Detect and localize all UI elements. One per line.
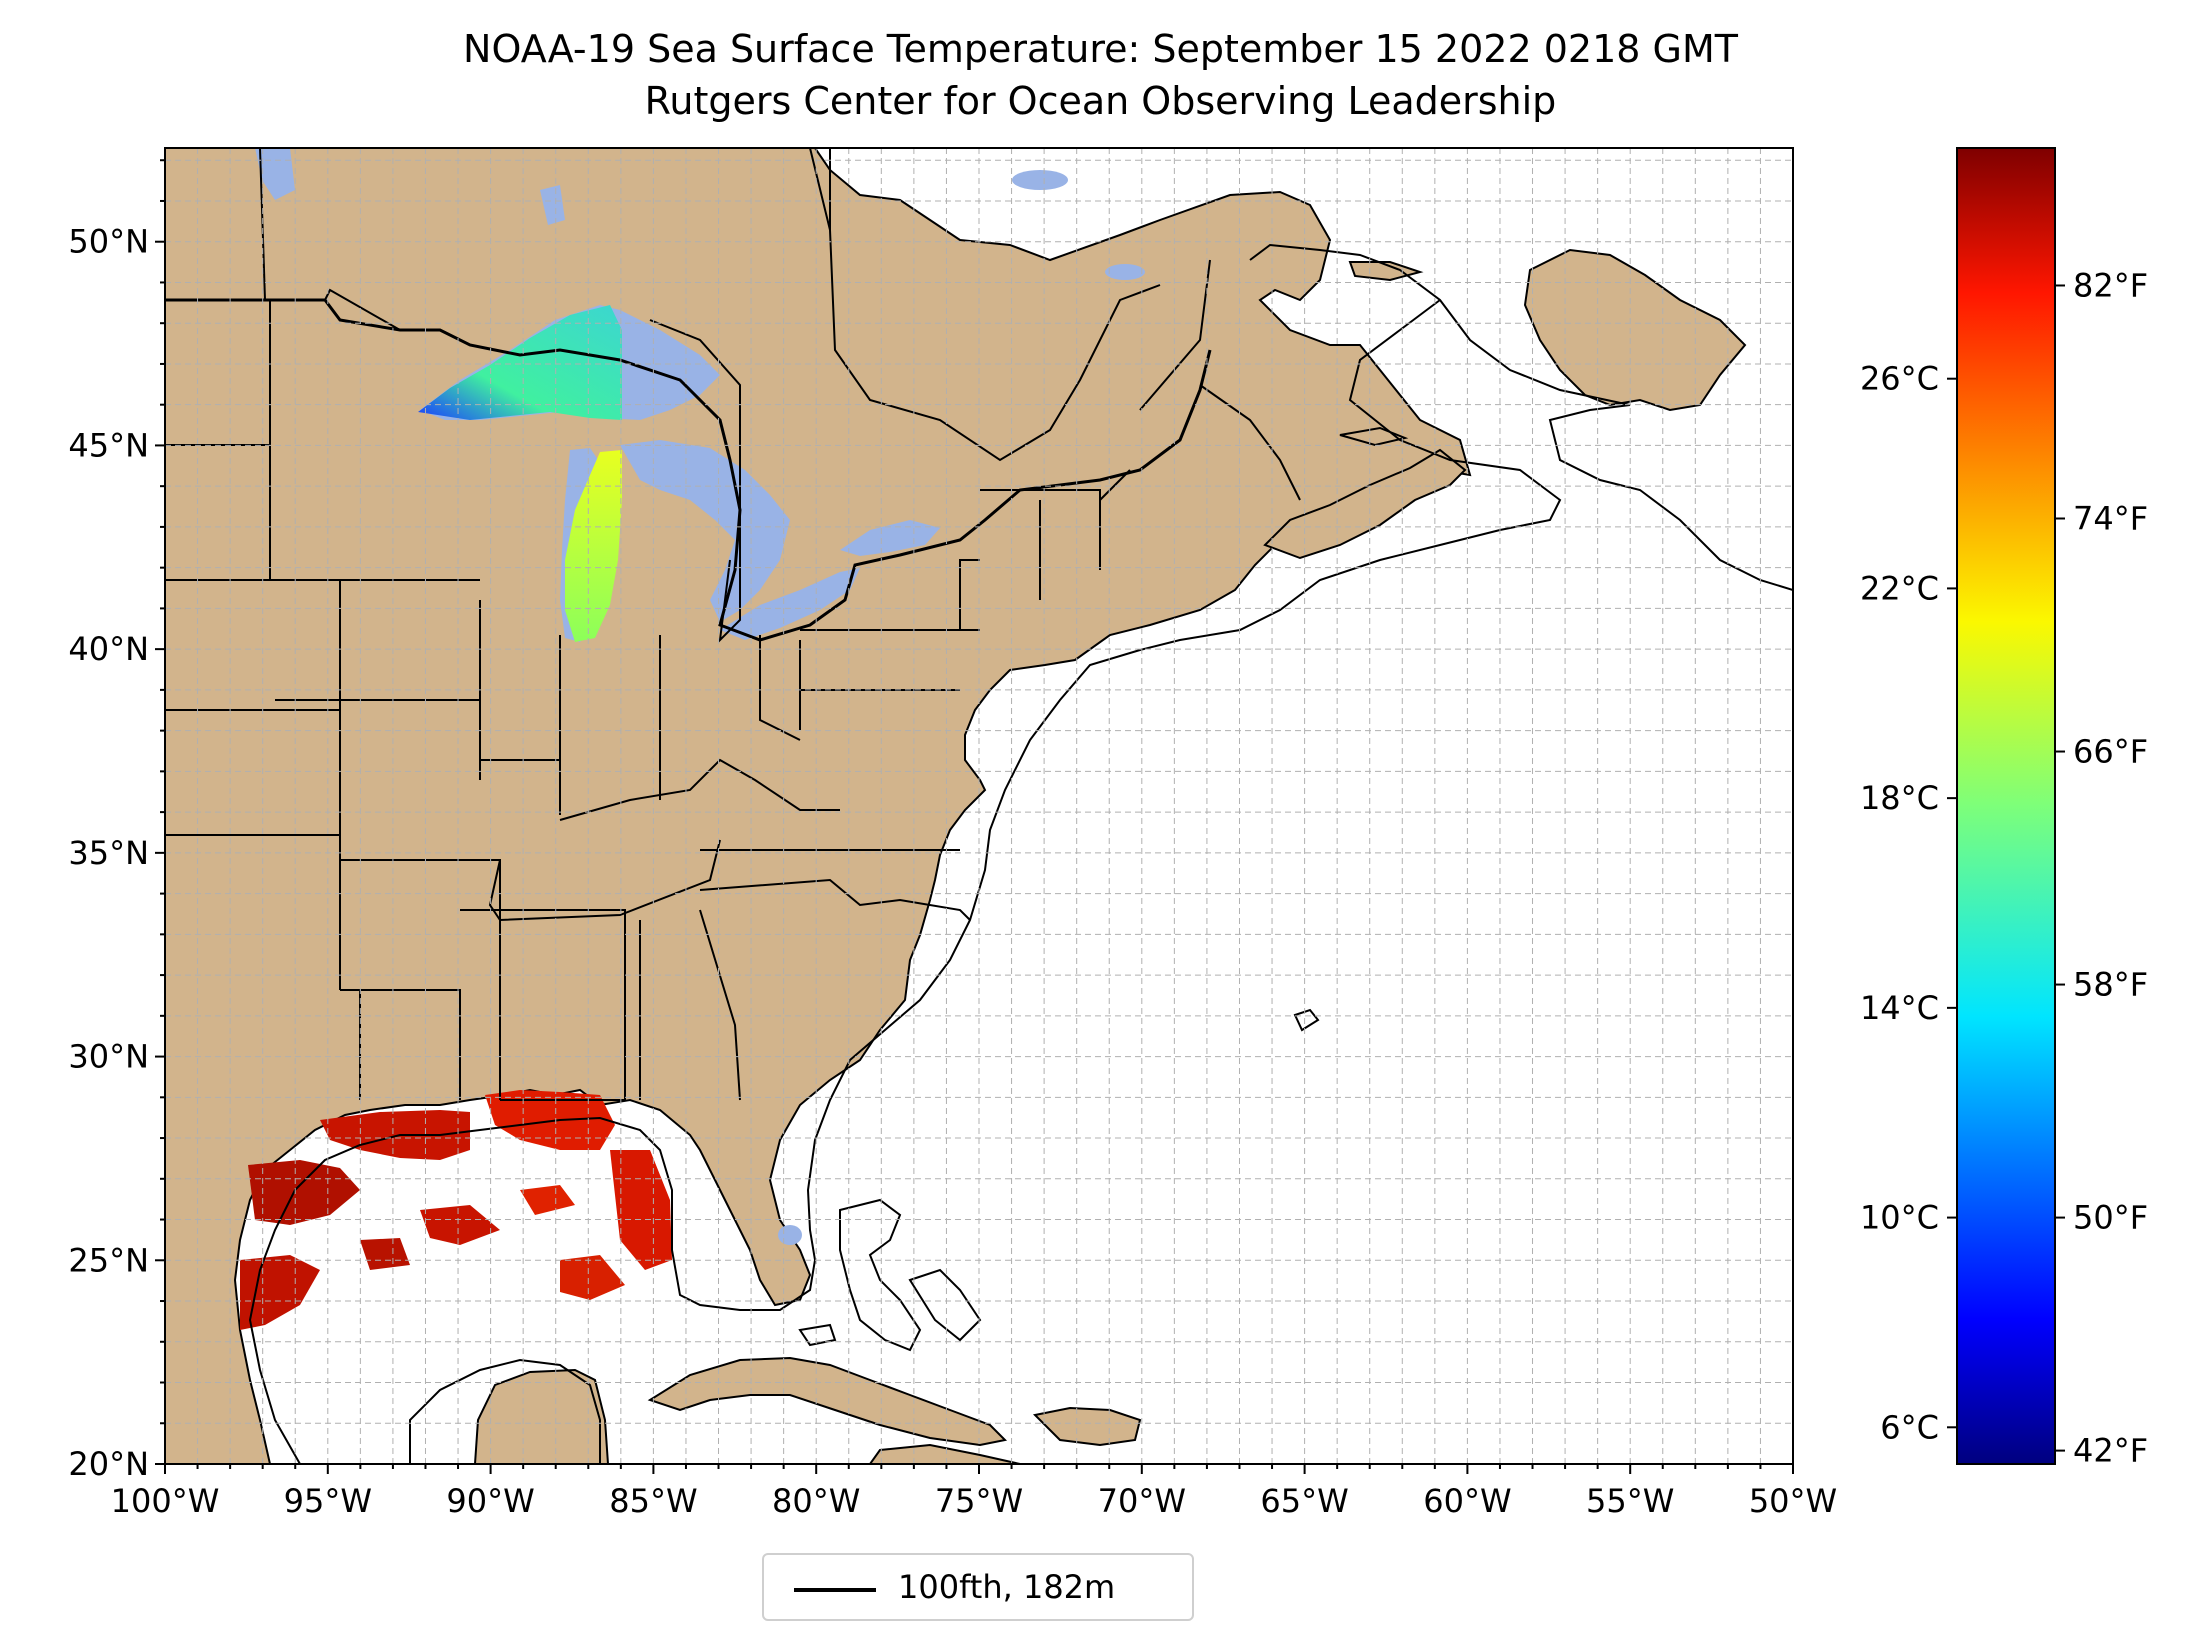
x-tick-label: 80°W bbox=[772, 1482, 860, 1520]
lake-nipigon bbox=[540, 185, 565, 225]
map-title: NOAA-19 Sea Surface Temperature: Septemb… bbox=[463, 27, 1738, 71]
international-border bbox=[165, 298, 1212, 642]
lake-michigan-sst bbox=[565, 450, 622, 642]
land-nova-scotia bbox=[1263, 448, 1467, 560]
legend: 100fth, 182m bbox=[762, 1553, 1194, 1621]
x-tick-label: 50°W bbox=[1749, 1482, 1837, 1520]
land-north-america bbox=[165, 148, 1472, 1464]
x-tick-label: 60°W bbox=[1423, 1482, 1511, 1520]
x-tick-label: 85°W bbox=[609, 1482, 697, 1520]
y-tick-label: 50°N bbox=[68, 223, 149, 261]
lake-okeechobee bbox=[778, 1225, 802, 1245]
colorbar-c-label: 14°C bbox=[1860, 989, 1939, 1027]
x-axis: 100°W 95°W 90°W 85°W 80°W 75°W 70°W 65°W 60°W 55°… bbox=[111, 1464, 1837, 1520]
colorbar-f-label: 74°F bbox=[2073, 500, 2148, 538]
lake-small bbox=[1012, 170, 1068, 190]
lake-small bbox=[1105, 264, 1145, 280]
x-tick-label: 70°W bbox=[1098, 1482, 1186, 1520]
x-tick-label: 90°W bbox=[446, 1482, 534, 1520]
y-tick-label: 30°N bbox=[68, 1038, 149, 1076]
x-tick-label: 95°W bbox=[284, 1482, 372, 1520]
legend-line-swatch bbox=[794, 1588, 876, 1592]
y-tick-label: 20°N bbox=[68, 1445, 149, 1483]
colorbar-c-label: 10°C bbox=[1860, 1199, 1939, 1237]
land-anticosti bbox=[1348, 261, 1424, 282]
x-tick-label: 75°W bbox=[935, 1482, 1023, 1520]
lake-ontario bbox=[840, 520, 940, 556]
colorbar-f-label: 58°F bbox=[2073, 966, 2148, 1004]
lake-superior-sst bbox=[418, 305, 622, 420]
y-tick-label: 25°N bbox=[68, 1241, 149, 1279]
x-tick-label: 55°W bbox=[1586, 1482, 1674, 1520]
y-tick-label: 35°N bbox=[68, 834, 149, 872]
lake-winnipeg bbox=[255, 148, 295, 200]
colorbar-c-label: 6°C bbox=[1880, 1408, 1939, 1446]
colorbar-c-label: 18°C bbox=[1860, 779, 1939, 817]
x-tick-label: 100°W bbox=[111, 1482, 220, 1520]
colorbar-f-label: 42°F bbox=[2073, 1432, 2148, 1470]
colorbar-f-label: 50°F bbox=[2073, 1199, 2148, 1237]
colorbar-celsius-axis: 6°C 10°C 14°C 18°C 22°C 26°C bbox=[1860, 360, 1957, 1446]
colorbar-fahrenheit-axis: 42°F 50°F 58°F 66°F 74°F 82°F bbox=[2055, 266, 2148, 1470]
land-caribbean bbox=[868, 1443, 1021, 1464]
lake-erie bbox=[720, 568, 860, 640]
land-yucatan bbox=[473, 1368, 610, 1464]
y-tick-label: 40°N bbox=[68, 630, 149, 668]
gridlines bbox=[165, 148, 1793, 1464]
x-tick-label: 65°W bbox=[1260, 1482, 1348, 1520]
colorbar-f-label: 66°F bbox=[2073, 733, 2148, 771]
colorbar-c-label: 22°C bbox=[1860, 569, 1939, 607]
map-subtitle: Rutgers Center for Ocean Observing Leade… bbox=[644, 79, 1557, 123]
y-axis: 20°N 25°N 30°N 35°N 40°N 45°N 50°N bbox=[68, 159, 165, 1483]
lake-huron bbox=[620, 440, 790, 622]
colorbar-c-label: 26°C bbox=[1860, 360, 1939, 398]
y-tick-label: 45°N bbox=[68, 426, 149, 464]
colorbar bbox=[1956, 147, 2056, 1465]
legend-label: 100fth, 182m bbox=[898, 1568, 1116, 1606]
colorbar-f-label: 82°F bbox=[2073, 266, 2148, 304]
